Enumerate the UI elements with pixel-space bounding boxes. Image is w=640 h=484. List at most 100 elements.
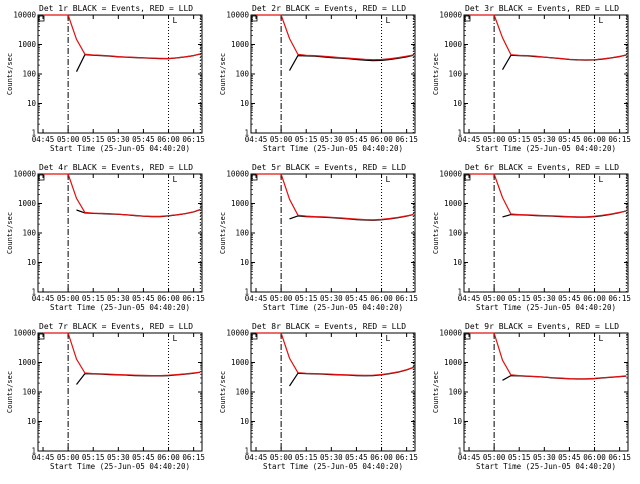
l-marker-label: L [386,334,391,343]
y-tick-label: 10 [27,99,37,108]
x-tick-label: 04:45 [245,294,268,303]
y-tick-label: 10000 [439,170,462,179]
corner-box-icon [38,15,45,22]
corner-box-icon [38,333,45,340]
y-tick-label: 10000 [226,329,249,338]
y-tick-label: 1 [457,129,462,138]
panel-title: Det 4r BLACK = Events, RED = LLD [39,163,193,172]
panel-title: Det 6r BLACK = Events, RED = LLD [465,163,619,172]
panel-det-5: Det 5r BLACK = Events, RED = LLD 1 10 100 10… [219,163,418,312]
x-tick-label: 06:00 [370,135,393,144]
x-tick-label: 05:30 [320,135,343,144]
panel-det-3: Det 3r BLACK = Events, RED = LLD 1 10 100 10… [432,4,631,153]
x-tick-label: 05:15 [295,453,318,462]
y-tick-label: 100 [235,229,249,238]
x-tick-label: 05:30 [320,453,343,462]
x-tick-label: 05:00 [270,453,293,462]
x-tick-label: 05:45 [558,294,581,303]
y-tick-label: 1000 [444,358,463,367]
panel-det-9: Det 9r BLACK = Events, RED = LLD 1 10 100 10… [432,322,631,471]
y-tick-label: 10000 [13,11,36,20]
axes-frame [250,173,416,293]
l-marker-label: L [173,16,178,25]
x-tick-label: 05:00 [483,294,506,303]
x-tick-label: 06:15 [395,453,418,462]
panel-title: Det 1r BLACK = Events, RED = LLD [39,4,193,13]
series-line-lld [256,14,414,61]
panel-title: Det 2r BLACK = Events, RED = LLD [252,4,406,13]
axes-frame [37,332,203,452]
panel-det-8: Det 8r BLACK = Events, RED = LLD 1 10 100 10… [219,322,418,471]
series-line-lld [256,173,414,221]
y-tick-label: 1 [244,129,249,138]
series-line-lld [43,14,201,60]
l-marker-label: L [173,175,178,184]
x-tick-label: 05:15 [82,453,105,462]
panel-title: Det 9r BLACK = Events, RED = LLD [465,322,619,331]
x-tick-label: 05:30 [533,294,556,303]
x-axis-label: Start Time (25-Jun-05 04:40:20) [263,462,403,471]
panel-det-4: Det 4r BLACK = Events, RED = LLD 1 10 100 10… [6,163,205,312]
y-tick-label: 100 [235,70,249,79]
x-tick-label: 06:00 [157,135,180,144]
y-axis-label: Counts/sec [219,53,227,95]
y-tick-label: 10 [27,417,37,426]
series-line-lld [256,332,414,376]
x-tick-label: 06:15 [395,135,418,144]
x-axis-label: Start Time (25-Jun-05 04:40:20) [476,144,616,153]
x-tick-label: 05:45 [345,453,368,462]
y-axis-label: Counts/sec [219,212,227,254]
l-marker-label: L [386,175,391,184]
y-axis-label: Counts/sec [6,371,14,413]
panel-det-7: Det 7r BLACK = Events, RED = LLD 1 10 100 10… [6,322,205,471]
series-line-events [288,366,414,387]
axes-frame [463,173,629,293]
x-tick-label: 05:15 [295,135,318,144]
x-tick-label: 06:15 [608,453,631,462]
axes-frame [250,332,416,452]
y-tick-label: 10000 [439,329,462,338]
x-tick-label: 05:15 [508,294,531,303]
x-tick-label: 04:45 [458,453,481,462]
x-tick-label: 05:15 [295,294,318,303]
corner-box-icon [251,333,258,340]
x-tick-label: 05:45 [558,135,581,144]
x-tick-label: 06:15 [182,294,205,303]
corner-box-icon [464,15,471,22]
y-tick-label: 100 [235,388,249,397]
l-marker-label: L [599,334,604,343]
y-tick-label: 10 [453,99,463,108]
axes-frame [463,14,629,134]
y-axis-label: Counts/sec [432,53,440,95]
corner-box-icon [251,15,258,22]
y-tick-label: 10 [453,417,463,426]
axes-frame [463,332,629,452]
l-marker-label: L [386,16,391,25]
panel-det-6: Det 6r BLACK = Events, RED = LLD 1 10 100 10… [432,163,631,312]
x-tick-label: 04:45 [245,135,268,144]
y-tick-label: 1000 [231,358,250,367]
series-line-lld [469,173,627,218]
x-axis-label: Start Time (25-Jun-05 04:40:20) [50,462,190,471]
x-tick-label: 06:15 [182,453,205,462]
y-tick-label: 1 [244,288,249,297]
series-line-lld [43,332,201,377]
y-tick-label: 10000 [226,170,249,179]
y-tick-label: 100 [22,229,36,238]
x-tick-label: 05:45 [345,294,368,303]
y-tick-label: 10 [240,99,250,108]
axes-frame [37,173,203,293]
l-marker-label: L [599,16,604,25]
y-axis-label: Counts/sec [432,212,440,254]
x-tick-label: 05:15 [508,453,531,462]
y-tick-label: 10000 [13,170,36,179]
y-tick-label: 1000 [231,40,250,49]
y-axis-label: Counts/sec [219,371,227,413]
panel-title: Det 5r BLACK = Events, RED = LLD [252,163,406,172]
x-tick-label: 05:15 [508,135,531,144]
x-tick-label: 05:45 [345,135,368,144]
y-axis-label: Counts/sec [6,212,14,254]
l-marker-label: L [599,175,604,184]
x-tick-label: 06:00 [370,294,393,303]
y-tick-label: 1000 [18,40,37,49]
